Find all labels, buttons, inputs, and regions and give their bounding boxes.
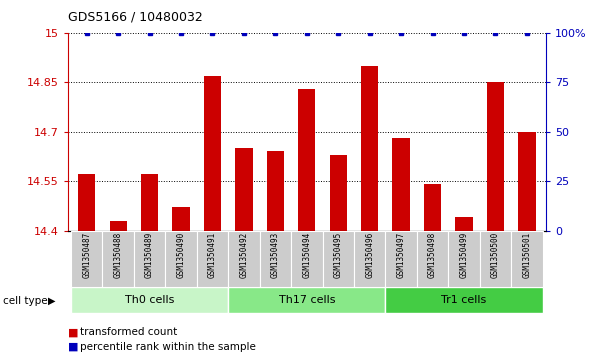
Bar — [165, 231, 196, 287]
Text: ■: ■ — [68, 327, 78, 337]
Bar — [392, 138, 410, 231]
Bar — [228, 231, 260, 287]
Bar — [518, 132, 536, 231]
Bar — [448, 231, 480, 287]
Bar — [455, 217, 473, 231]
Bar — [204, 76, 221, 231]
Text: GDS5166 / 10480032: GDS5166 / 10480032 — [68, 11, 202, 24]
Bar — [330, 155, 347, 231]
Bar — [354, 231, 385, 287]
Text: GSM1350489: GSM1350489 — [145, 232, 154, 278]
Bar — [134, 231, 165, 287]
Bar — [141, 175, 158, 231]
Bar — [487, 82, 504, 231]
Bar — [267, 151, 284, 231]
Text: ▶: ▶ — [48, 295, 56, 306]
Text: percentile rank within the sample: percentile rank within the sample — [80, 342, 255, 352]
Bar — [417, 231, 448, 287]
Bar — [511, 231, 543, 287]
Bar — [196, 231, 228, 287]
Text: GSM1350487: GSM1350487 — [82, 232, 91, 278]
Text: GSM1350501: GSM1350501 — [522, 232, 532, 278]
Text: GSM1350500: GSM1350500 — [491, 232, 500, 278]
Bar — [103, 231, 134, 287]
Bar — [235, 148, 253, 231]
Bar — [385, 287, 543, 313]
Bar — [385, 231, 417, 287]
Text: cell type: cell type — [3, 295, 48, 306]
Text: GSM1350492: GSM1350492 — [240, 232, 248, 278]
Text: GSM1350497: GSM1350497 — [396, 232, 405, 278]
Bar — [260, 231, 291, 287]
Text: transformed count: transformed count — [80, 327, 177, 337]
Bar — [71, 287, 228, 313]
Bar — [291, 231, 323, 287]
Bar — [78, 175, 96, 231]
Text: GSM1350488: GSM1350488 — [114, 232, 123, 278]
Text: GSM1350498: GSM1350498 — [428, 232, 437, 278]
Bar — [323, 231, 354, 287]
Bar — [71, 231, 103, 287]
Text: Th0 cells: Th0 cells — [125, 295, 174, 305]
Text: Th17 cells: Th17 cells — [278, 295, 335, 305]
Text: GSM1350496: GSM1350496 — [365, 232, 374, 278]
Text: GSM1350490: GSM1350490 — [176, 232, 185, 278]
Text: GSM1350499: GSM1350499 — [460, 232, 468, 278]
Text: GSM1350494: GSM1350494 — [302, 232, 312, 278]
Bar — [298, 89, 316, 231]
Bar — [480, 231, 511, 287]
Bar — [172, 207, 189, 231]
Bar — [110, 221, 127, 231]
Bar — [361, 66, 378, 231]
Text: Tr1 cells: Tr1 cells — [441, 295, 487, 305]
Text: ■: ■ — [68, 342, 78, 352]
Text: GSM1350495: GSM1350495 — [334, 232, 343, 278]
Bar — [228, 287, 385, 313]
Text: GSM1350491: GSM1350491 — [208, 232, 217, 278]
Bar — [424, 184, 441, 231]
Text: GSM1350493: GSM1350493 — [271, 232, 280, 278]
